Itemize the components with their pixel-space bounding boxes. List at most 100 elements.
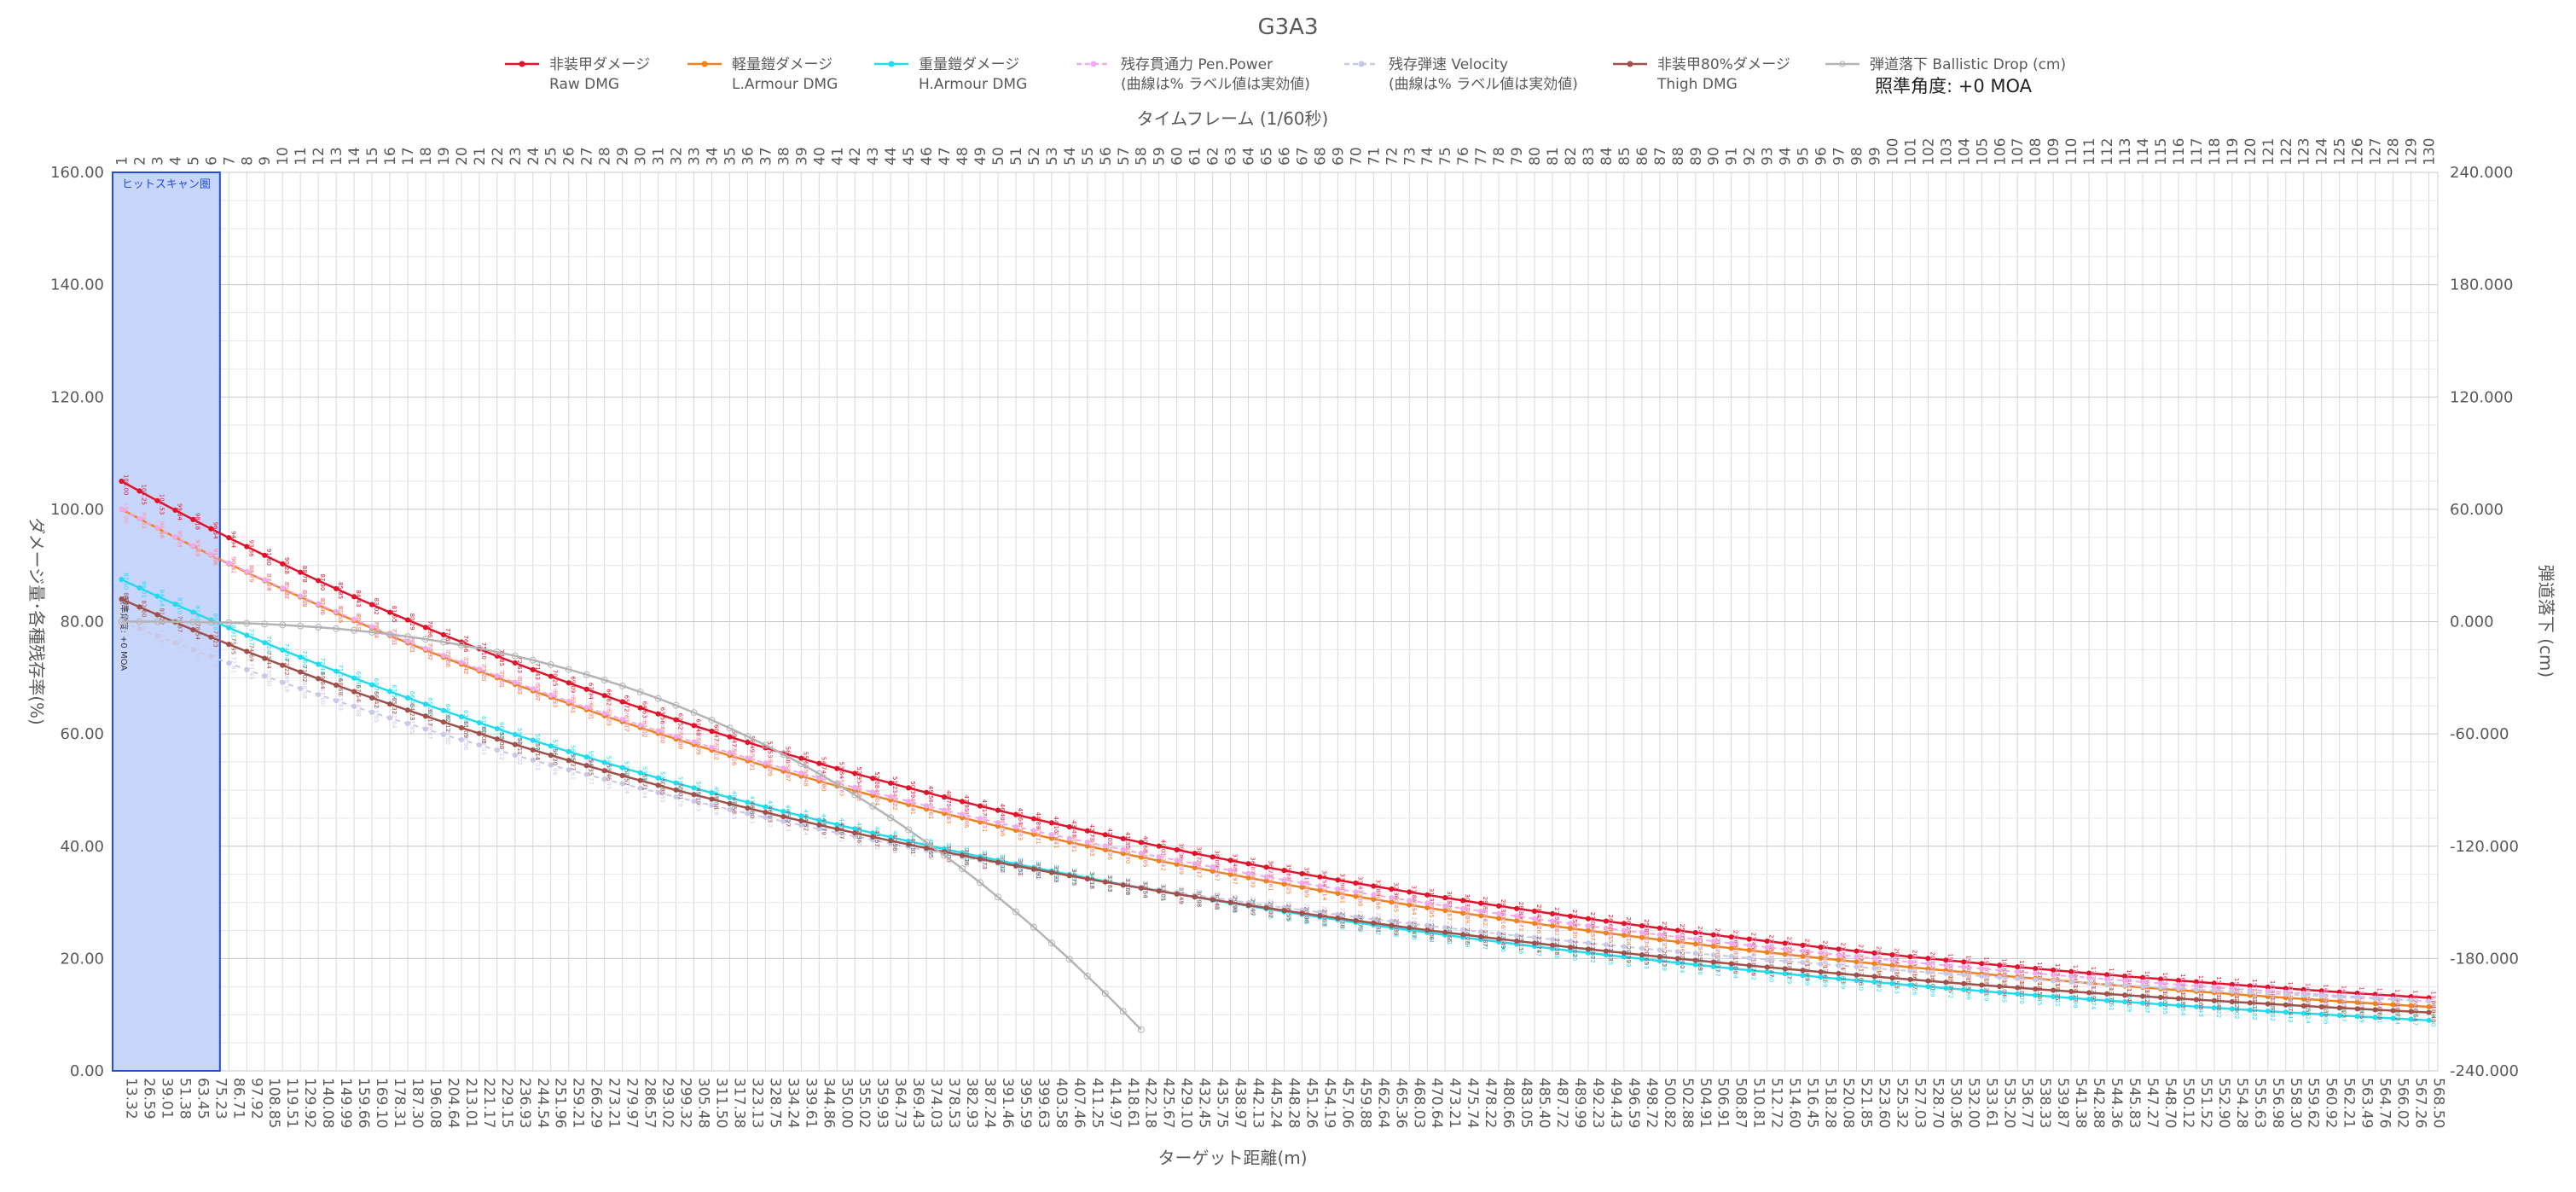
data-label-thigh: 59.08 xyxy=(498,732,505,749)
data-label-pen: 34.56 xyxy=(1268,870,1274,888)
data-label-raw: 46.40 xyxy=(999,804,1006,821)
data-label-thigh: 31.49 xyxy=(1178,887,1185,904)
data-label-thigh: 17.61 xyxy=(1822,965,1829,982)
data-label-thigh: 26.75 xyxy=(1356,914,1363,931)
legend-sublabel-heavy: H.Armour DMG xyxy=(919,76,1027,93)
data-label-light: 62.17 xyxy=(624,715,630,732)
distance-tick-label: 213.01 xyxy=(462,1078,479,1128)
data-label-pen: 81.77 xyxy=(337,605,344,622)
frame-tick-label: 123 xyxy=(2296,138,2313,166)
distance-tick-label: 498.72 xyxy=(1643,1078,1660,1128)
data-label-pen: 32.38 xyxy=(1338,882,1345,899)
data-label-thigh: 14.58 xyxy=(2036,982,2043,999)
data-label-thigh: 21.67 xyxy=(1589,942,1596,959)
data-label-light: 22.96 xyxy=(1679,935,1685,953)
data-label-thigh: 11.92 xyxy=(2269,997,2276,1015)
data-label-thigh: 16.01 xyxy=(1929,974,1935,991)
frame-tick-label: 72 xyxy=(1384,147,1401,166)
data-label-thigh: 72.22 xyxy=(283,659,290,676)
data-label-thigh: 13.07 xyxy=(2161,991,2168,1008)
data-label-thigh: 40.31 xyxy=(909,838,916,855)
data-point-light xyxy=(2426,1003,2432,1010)
data-label-light: 12.80 xyxy=(2305,992,2312,1009)
data-point-raw xyxy=(1567,913,1574,919)
distance-tick-label: 323.13 xyxy=(748,1078,765,1128)
frame-tick-label: 104 xyxy=(1956,138,1973,166)
data-label-raw: 25.00 xyxy=(1679,923,1685,940)
data-point-raw xyxy=(154,497,160,503)
data-label-light: 73.66 xyxy=(444,650,451,668)
data-label-pen: 41.38 xyxy=(1070,832,1077,849)
data-label-raw: 85.85 xyxy=(337,582,344,599)
data-point-raw xyxy=(208,526,214,532)
data-label-raw: 69.09 xyxy=(570,676,577,693)
frame-tick-label: 54 xyxy=(1062,147,1079,166)
data-label-pen: 25.40 xyxy=(1607,922,1614,939)
data-point-raw xyxy=(924,789,930,795)
frame-tick-label: 3 xyxy=(149,156,166,166)
data-point-raw xyxy=(226,535,232,541)
frame-tick-label: 120 xyxy=(2242,138,2260,166)
data-point-raw xyxy=(637,705,643,711)
data-label-raw: 58.49 xyxy=(748,736,755,753)
distance-tick-label: 119.51 xyxy=(283,1078,300,1128)
frame-tick-label: 69 xyxy=(1330,147,1347,166)
distance-tick-label: 500.82 xyxy=(1661,1078,1678,1128)
data-label-thigh: 58.11 xyxy=(516,738,523,755)
data-point-raw xyxy=(386,609,393,615)
frame-tick-label: 98 xyxy=(1849,147,1866,166)
data-label-raw: 80.29 xyxy=(409,613,415,631)
data-label-light: 55.21 xyxy=(748,754,755,771)
legend-sublabel-raw: Raw DMG xyxy=(549,76,619,93)
legend-label-pen: 残存貫通力 Pen.Power xyxy=(1121,56,1273,73)
data-label-light: 38.05 xyxy=(1142,851,1149,868)
data-label-thigh: 71.02 xyxy=(301,666,308,683)
data-label-raw: 47.95 xyxy=(963,794,970,811)
data-point-heavy xyxy=(244,632,250,638)
data-label-raw: 103.25 xyxy=(140,484,147,505)
data-label-light: 14.14 xyxy=(2197,985,2204,1003)
distance-tick-label: 504.91 xyxy=(1697,1078,1714,1128)
data-label-thigh: 27.18 xyxy=(1338,911,1345,928)
data-label-thigh: 15.52 xyxy=(1964,977,1971,994)
frame-tick-label: 29 xyxy=(615,147,632,166)
data-label-thigh: 10.88 xyxy=(2376,1003,2383,1020)
data-label-raw: 51.23 xyxy=(891,776,898,794)
frame-tick-label: 121 xyxy=(2260,138,2277,166)
distance-tick-label: 532.00 xyxy=(1964,1078,1981,1128)
distance-tick-label: 391.46 xyxy=(999,1078,1016,1128)
distance-tick-label: 299.32 xyxy=(677,1078,694,1128)
data-label-thigh: 50.01 xyxy=(677,783,684,800)
data-label-thigh: 40.98 xyxy=(891,834,898,851)
data-label-light: 12.38 xyxy=(2341,995,2347,1012)
data-point-raw xyxy=(959,799,966,805)
distance-tick-label: 149.99 xyxy=(337,1078,354,1128)
data-label-thigh: 24.26 xyxy=(1464,927,1471,945)
data-point-raw xyxy=(1871,950,1877,956)
data-point-raw xyxy=(262,552,268,558)
data-label-thigh: 53.46 xyxy=(606,764,612,782)
data-label-light: 77.51 xyxy=(391,629,397,646)
data-label-thigh: 34.18 xyxy=(1088,872,1095,889)
data-label-raw: 87.30 xyxy=(319,573,326,590)
data-label-light: 96.66 xyxy=(158,521,165,539)
data-label-raw: 27.09 xyxy=(1589,912,1596,929)
distance-tick-label: 556.98 xyxy=(2269,1078,2286,1128)
frame-tick-label: 2 xyxy=(131,156,148,166)
data-label-heavy: 87.50 xyxy=(122,573,129,590)
data-label-light: 18.16 xyxy=(1929,962,1935,980)
data-label-light: 14.62 xyxy=(2161,982,2168,999)
distance-tick-label: 259.21 xyxy=(570,1078,587,1128)
frame-tick-label: 34 xyxy=(704,147,721,166)
data-label-raw: 37.48 xyxy=(1232,853,1239,870)
data-label-raw: 32.36 xyxy=(1392,882,1399,900)
data-label-light: 51.60 xyxy=(820,774,827,791)
data-label-thigh: 25.89 xyxy=(1392,919,1399,936)
data-label-thigh: 30.98 xyxy=(1196,890,1203,907)
frame-tick-label: 28 xyxy=(597,147,614,166)
data-label-light: 45.06 xyxy=(963,811,970,829)
frame-tick-label: 77 xyxy=(1473,147,1490,166)
frame-tick-label: 1 xyxy=(113,156,131,166)
frame-tick-label: 110 xyxy=(2063,138,2080,166)
